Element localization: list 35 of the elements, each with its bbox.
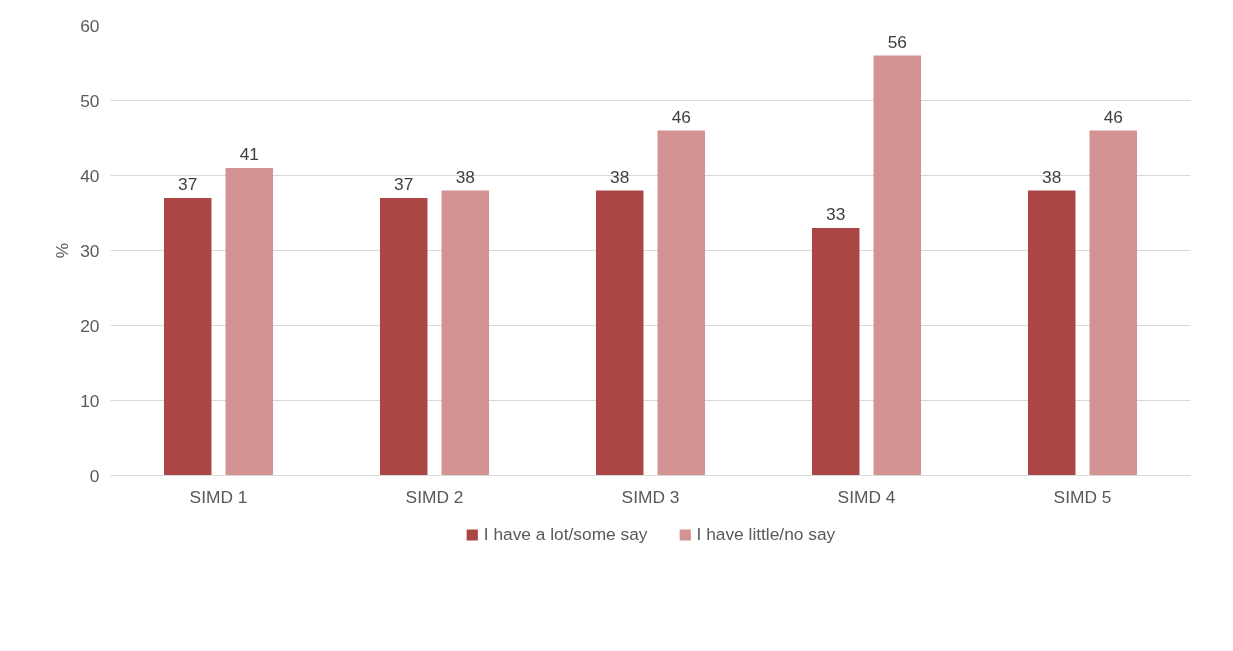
bar (163, 198, 212, 476)
data-label: 38 (455, 166, 475, 187)
y-axis-title: % (52, 242, 73, 259)
bar (811, 228, 860, 476)
bar (379, 198, 428, 476)
x-tick-label: SIMD 2 (405, 486, 464, 507)
data-label: 41 (239, 144, 259, 164)
bar (657, 130, 706, 476)
legend-label: I have little/no say (696, 523, 836, 545)
x-tick-label: SIMD 1 (189, 486, 248, 507)
y-tick-label: 30 (80, 240, 100, 261)
bar (595, 190, 644, 476)
data-label: 38 (1042, 166, 1062, 187)
data-label: 46 (671, 106, 691, 127)
data-label: 37 (178, 174, 198, 194)
x-tick-label: SIMD 5 (1053, 486, 1112, 507)
y-tick-label: 40 (80, 165, 100, 186)
bar (225, 168, 274, 476)
y-tick-label: 60 (80, 15, 100, 36)
y-tick-label: 20 (80, 315, 100, 336)
data-label: 33 (826, 204, 846, 224)
data-label: 46 (1103, 106, 1123, 127)
bar (441, 190, 490, 476)
bar (873, 55, 922, 476)
bar (1089, 130, 1138, 476)
x-tick-label: SIMD 4 (837, 486, 896, 507)
legend-label: I have a lot/some say (483, 523, 648, 545)
bar (1027, 190, 1076, 476)
x-tick-label: SIMD 3 (621, 486, 680, 507)
data-label: 37 (394, 174, 414, 194)
y-tick-label: 0 (89, 465, 100, 486)
data-label: 56 (887, 31, 907, 52)
data-label: 38 (610, 166, 630, 187)
y-tick-label: 10 (80, 390, 100, 411)
y-tick-label: 50 (80, 90, 100, 111)
